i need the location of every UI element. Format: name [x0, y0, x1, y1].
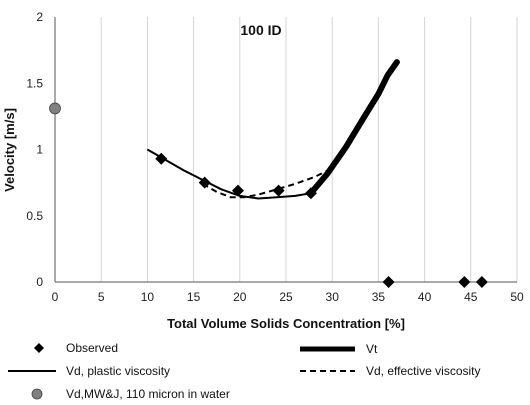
legend-marker-observed: [34, 343, 44, 353]
legend-item-observed: Observed: [34, 341, 118, 355]
y-tick-label: 1: [36, 143, 43, 157]
x-tick-label: 15: [187, 290, 201, 304]
observed-point: [231, 184, 244, 197]
x-tick-label: 5: [98, 290, 105, 304]
y-tick-labels: 0 0.5 1 1.5 2: [26, 10, 43, 289]
x-tick-label: 30: [326, 290, 340, 304]
x-tick-label: 25: [279, 290, 293, 304]
legend-label-vt: Vt: [366, 342, 378, 356]
observed-point: [304, 187, 317, 200]
y-tick-label: 2: [36, 10, 43, 24]
series-line-effective-viscosity: [202, 169, 329, 199]
x-tick-labels: 0 5 10 15 20 25 30 35 40 45 50: [52, 290, 524, 304]
legend-item-mwj: Vd,MW&J, 110 micron in water: [31, 387, 230, 401]
observed-point: [382, 276, 395, 288]
grid-lines: [100, 17, 518, 282]
legend-item-vt: Vt: [300, 342, 378, 356]
x-tick-label: 0: [52, 290, 59, 304]
x-tick-label: 45: [464, 290, 478, 304]
x-tick-label: 40: [418, 290, 432, 304]
x-tick-label: 50: [510, 290, 524, 304]
y-tick-label: 0.5: [26, 209, 43, 223]
x-tick-label: 20: [233, 290, 247, 304]
observed-point: [475, 276, 488, 288]
legend-label-plastic-viscosity: Vd, plastic viscosity: [66, 364, 170, 378]
y-tick-label: 0: [36, 275, 43, 289]
legend-item-effective-viscosity: Vd, effective viscosity: [300, 364, 481, 378]
plot-area: [49, 59, 488, 288]
observed-point: [155, 152, 168, 165]
mwj-point: [49, 102, 61, 115]
x-tick-label: 35: [372, 290, 386, 304]
x-axis-title: Total Volume Solids Concentration [%]: [167, 316, 405, 331]
axes: [54, 17, 517, 283]
legend-label-mwj: Vd,MW&J, 110 micron in water: [66, 387, 230, 401]
legend: Observed Vt Vd, plastic viscosity Vd, ef…: [8, 341, 481, 401]
x-tick-label: 10: [141, 290, 155, 304]
legend-label-effective-viscosity: Vd, effective viscosity: [366, 364, 481, 378]
legend-item-plastic-viscosity: Vd, plastic viscosity: [8, 364, 170, 378]
y-axis-title: Velocity [m/s]: [2, 108, 17, 192]
observed-point: [272, 184, 285, 197]
chart-title: 100 ID: [240, 22, 281, 38]
observed-point: [198, 176, 211, 189]
y-tick-label: 1.5: [26, 76, 43, 90]
legend-label-observed: Observed: [66, 341, 118, 355]
legend-marker-mwj: [31, 388, 43, 400]
series-line-plastic-viscosity: [146, 148, 312, 200]
series-line-vt: [307, 59, 400, 197]
observed-point: [458, 276, 471, 288]
